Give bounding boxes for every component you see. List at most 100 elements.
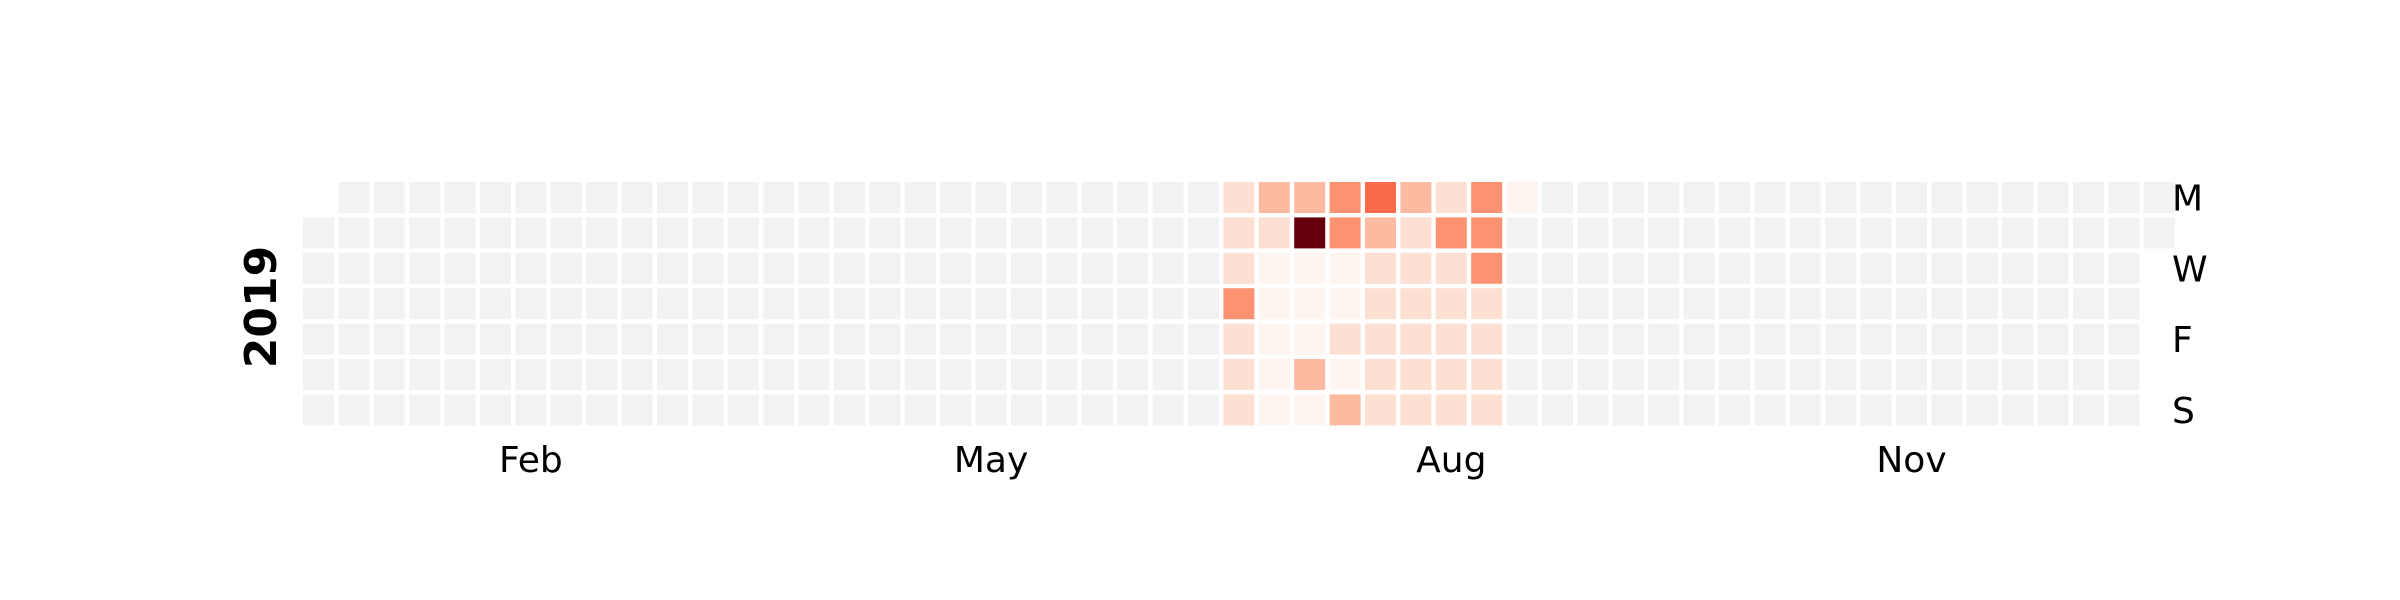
heatmap-cell	[480, 252, 511, 284]
heatmap-cell	[1365, 217, 1396, 249]
heatmap-cell	[1435, 359, 1467, 390]
heatmap-cell	[834, 217, 865, 249]
heatmap-cell	[1329, 323, 1361, 355]
heatmap-cell	[1966, 288, 1998, 320]
heatmap-cell	[1152, 323, 1184, 355]
heatmap-cell	[1754, 394, 1786, 426]
heatmap-cell	[1966, 394, 1998, 426]
heatmap-cell	[444, 217, 476, 249]
heatmap-cell	[1365, 288, 1396, 320]
heatmap-cell	[1223, 182, 1255, 213]
heatmap-cell	[1683, 182, 1715, 213]
heatmap-cell	[657, 288, 688, 320]
heatmap-cell	[303, 252, 334, 284]
heatmap-cell	[1400, 182, 1432, 213]
heatmap-cell	[1577, 217, 1609, 249]
heatmap-cell	[1365, 182, 1396, 213]
heatmap-cell	[1577, 288, 1609, 320]
heatmap-cell	[1648, 288, 1680, 320]
heatmap-cell	[1754, 288, 1786, 320]
heatmap-cell	[1506, 359, 1538, 390]
heatmap-cell	[515, 252, 547, 284]
x-tick-label: Nov	[1876, 440, 1946, 481]
heatmap-cell	[1258, 323, 1290, 355]
heatmap-cell	[1506, 182, 1538, 213]
heatmap-cell	[869, 182, 901, 213]
heatmap-cell	[692, 394, 724, 426]
heatmap-cell	[904, 394, 936, 426]
heatmap-cell	[798, 394, 830, 426]
heatmap-cell	[1188, 394, 1219, 426]
heatmap-cell	[1612, 182, 1644, 213]
heatmap-cell	[1683, 217, 1715, 249]
heatmap-cell	[2002, 252, 2034, 284]
heatmap-cell	[1648, 252, 1680, 284]
heatmap-cell	[834, 359, 865, 390]
heatmap-cell	[1471, 394, 1503, 426]
heatmap-cell	[1896, 394, 1927, 426]
heatmap-cell	[1081, 394, 1113, 426]
heatmap-cell	[1754, 252, 1786, 284]
heatmap-cell	[1400, 252, 1432, 284]
heatmap-cell	[373, 182, 405, 213]
heatmap-cell	[1825, 394, 1857, 426]
heatmap-cell	[1258, 359, 1290, 390]
heatmap-cell	[1152, 252, 1184, 284]
heatmap-cell	[480, 217, 511, 249]
heatmap-cell	[1435, 288, 1467, 320]
heatmap-cell	[515, 323, 547, 355]
heatmap-cell	[1825, 217, 1857, 249]
heatmap-cell	[373, 323, 405, 355]
heatmap-cell	[763, 288, 795, 320]
heatmap-cell	[975, 288, 1007, 320]
heatmap-cell	[1471, 288, 1503, 320]
heatmap-cell	[1294, 217, 1326, 249]
heatmap-cell	[621, 394, 653, 426]
heatmap-cell	[692, 182, 724, 213]
heatmap-cell	[692, 359, 724, 390]
heatmap-cell	[2073, 323, 2104, 355]
heatmap-cell	[1471, 323, 1503, 355]
heatmap-cell	[1860, 182, 1892, 213]
heatmap-cell	[1789, 288, 1821, 320]
heatmap-cell	[1011, 288, 1042, 320]
heatmap-cell	[550, 182, 582, 213]
heatmap-cell	[1931, 288, 1963, 320]
heatmap-cell	[1365, 394, 1396, 426]
heatmap-cell	[1117, 217, 1149, 249]
y-tick-label: S	[2172, 391, 2195, 432]
heatmap-cell	[1435, 217, 1467, 249]
heatmap-cell	[2073, 182, 2104, 213]
heatmap-cell	[1966, 359, 1998, 390]
heatmap-cell	[586, 323, 618, 355]
heatmap-cell	[550, 323, 582, 355]
heatmap-cell	[480, 394, 511, 426]
heatmap-cell	[657, 217, 688, 249]
heatmap-cell	[869, 359, 901, 390]
heatmap-cell	[1188, 288, 1219, 320]
heatmap-cell	[692, 288, 724, 320]
heatmap-cell	[1081, 323, 1113, 355]
heatmap-cell	[727, 252, 759, 284]
heatmap-cell	[409, 252, 441, 284]
heatmap-cell	[1648, 217, 1680, 249]
heatmap-cell	[338, 394, 370, 426]
heatmap-cell	[1046, 394, 1078, 426]
heatmap-cell	[1577, 323, 1609, 355]
heatmap-cell	[2108, 252, 2140, 284]
heatmap-cell	[834, 394, 865, 426]
heatmap-cell	[904, 288, 936, 320]
heatmap-cell	[869, 252, 901, 284]
heatmap-cell	[1612, 288, 1644, 320]
x-tick-label: Feb	[499, 440, 563, 481]
heatmap-cell	[444, 182, 476, 213]
heatmap-cell	[975, 394, 1007, 426]
heatmap-cell	[1825, 182, 1857, 213]
heatmap-cell	[904, 182, 936, 213]
heatmap-cell	[657, 323, 688, 355]
heatmap-cell	[1117, 288, 1149, 320]
heatmap-cell	[1011, 359, 1042, 390]
heatmap-cell	[904, 359, 936, 390]
heatmap-cell	[2143, 182, 2175, 213]
